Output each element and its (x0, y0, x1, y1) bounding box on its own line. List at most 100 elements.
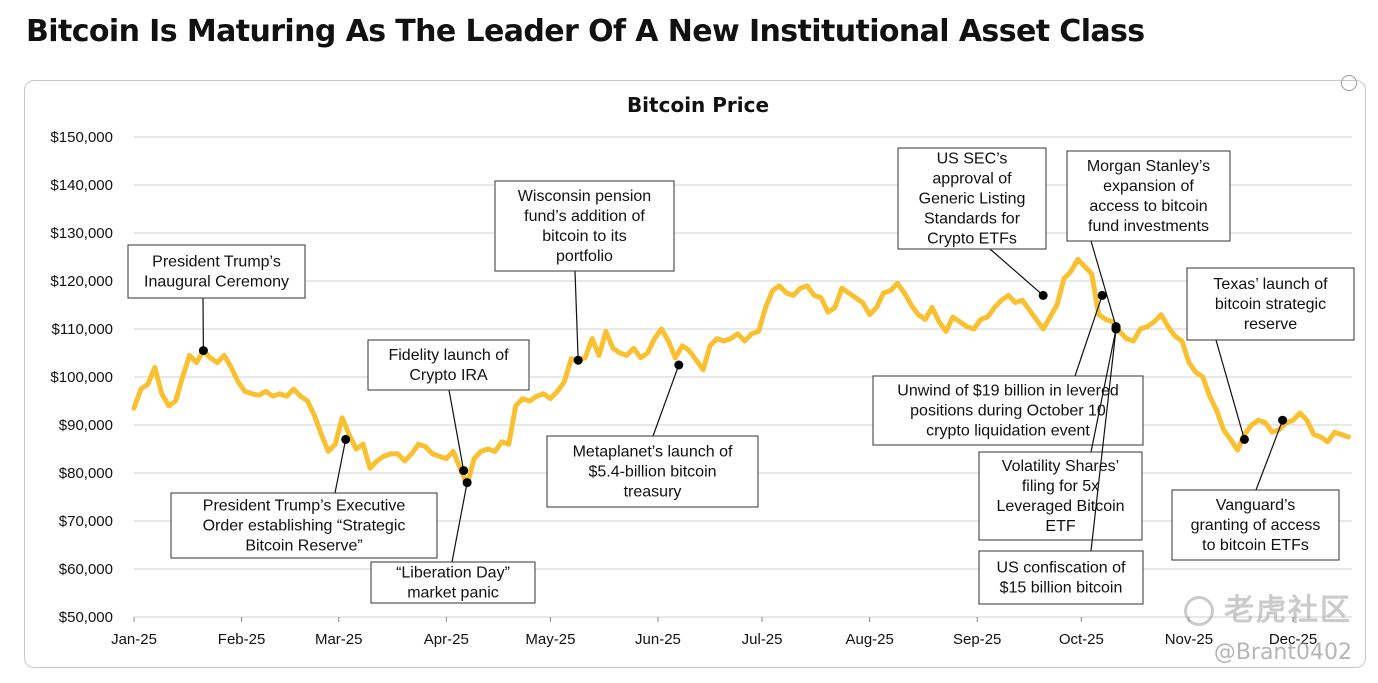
y-tick-label: $80,000 (59, 465, 113, 482)
chart-title: Bitcoin Price (627, 93, 769, 117)
annotation-label-line: Inaugural Ceremony (144, 274, 289, 291)
annotation-leader (1090, 328, 1117, 552)
annotation-label-line: Leveraged Bitcoin (996, 498, 1124, 515)
annotation-label-line: Order establishing “Strategic (203, 518, 406, 535)
annotation-leader (448, 389, 465, 471)
annotation-label: US confiscation of $15 billion bitcoin (997, 560, 1127, 597)
annotation-leader (451, 482, 468, 563)
price-series-line (131, 256, 1351, 488)
annotation-label-line: to bitcoin ETFs (1202, 537, 1309, 554)
annotation-box (494, 180, 675, 272)
x-tick-label: Jan-25 (111, 631, 157, 648)
annotation-box (367, 339, 530, 391)
y-tick-label: $100,000 (50, 369, 113, 386)
annotation-label-line: fund investments (1088, 218, 1209, 235)
annotation: Wisconsin pension fund’s addition of bitco… (494, 180, 675, 365)
annotation-leader (989, 248, 1044, 296)
annotation-leader (1215, 339, 1246, 440)
x-tick-label: Mar-25 (315, 631, 363, 648)
annotation-label-line: crypto liquidation event (926, 423, 1090, 440)
y-tick-label: $70,000 (59, 513, 113, 530)
annotation-box (978, 451, 1143, 541)
annotation-label-line: US SEC’s (937, 151, 1008, 168)
annotation: Unwind of $19 billion in levered position… (872, 290, 1144, 446)
annotation-label-line: market panic (407, 585, 499, 602)
annotation-label-line: Crypto ETFs (927, 231, 1017, 248)
annotation-label-line: approval of (932, 171, 1012, 188)
y-tick-label: $130,000 (50, 225, 113, 242)
annotation-layer: President Trump’s Inaugural CeremonyPresi… (127, 147, 1355, 605)
annotation: President Trump’s Inaugural Ceremony (127, 244, 306, 356)
y-tick-label: $120,000 (50, 273, 113, 290)
annotation: US confiscation of $15 billion bitcoin (978, 324, 1144, 605)
tiger-logo-icon (1184, 596, 1214, 626)
annotation-box (872, 375, 1144, 446)
annotation-label-line: reserve (1244, 316, 1297, 333)
annotation-box (170, 492, 438, 559)
annotation: President Trump’s Executive Order establi… (170, 434, 438, 559)
annotation-label-line: US confiscation of (997, 560, 1127, 577)
annotation-label-line: Metaplanet’s launch of (573, 444, 733, 461)
y-tick-label: $60,000 (59, 561, 113, 578)
annotation-label-line: President Trump’s (152, 254, 281, 271)
annotation-label: President Trump’s Inaugural Ceremony (144, 254, 289, 291)
annotation-marker (1111, 324, 1121, 334)
annotation-marker (198, 346, 208, 356)
annotation-leader (1074, 295, 1103, 377)
annotation-label-line: access to bitcoin (1089, 198, 1207, 215)
x-tick-label: Feb-25 (218, 631, 266, 648)
annotation-marker (459, 466, 469, 476)
annotation-label-line: $5.4-billion bitcoin (588, 464, 716, 481)
annotation-leader (652, 364, 680, 437)
annotation-box (1186, 267, 1355, 341)
annotation-label: Unwind of $19 billion in levered position… (897, 383, 1118, 440)
annotation-label-line: Morgan Stanley’s (1087, 158, 1210, 175)
annotation-label: Fidelity launch of Crypto IRA (388, 347, 509, 384)
annotation-label-line: $15 billion bitcoin (1000, 580, 1123, 597)
annotation-box (897, 147, 1047, 250)
x-tick-label: Aug-25 (845, 631, 893, 648)
annotation: Vanguard’s granting of access to bitcoin E… (1171, 415, 1340, 561)
x-tick-label: Jul-25 (742, 631, 783, 648)
x-tick-label: Apr-25 (424, 631, 469, 648)
annotation: Fidelity launch of Crypto IRA (367, 339, 530, 476)
annotation: Metaplanet’s launch of $5.4-billion bitco… (546, 360, 759, 508)
annotation-marker (1038, 290, 1048, 300)
y-tick-label: $90,000 (59, 417, 113, 434)
annotation-label: Texas’ launch of bitcoin strategic reserve (1213, 276, 1328, 333)
annotation-box (1066, 150, 1231, 242)
annotation-label-line: bitcoin to its (542, 228, 626, 245)
page-title: Bitcoin Is Maturing As The Leader Of A N… (26, 14, 1145, 49)
annotation-leader (1090, 328, 1117, 453)
line-layer (131, 256, 1351, 488)
annotation-leader (334, 439, 347, 494)
annotation-label-line: Volatility Shares’ (1002, 458, 1119, 475)
annotation-marker (573, 355, 583, 365)
annotation-leader (1255, 419, 1284, 491)
annotation-label: Volatility Shares’ filing for 5x Leveraged… (996, 458, 1124, 535)
annotation-label-line: ETF (1045, 518, 1075, 535)
watermark-logo: 老虎社区 (1184, 585, 1352, 629)
annotation-marker (462, 478, 472, 488)
annotation-label-line: treasury (624, 484, 682, 501)
annotation-label: Metaplanet’s launch of $5.4-billion bitco… (573, 444, 733, 501)
x-tick-label: Oct-25 (1059, 631, 1104, 648)
watermark-text: 老虎社区 (1224, 593, 1352, 628)
x-tick-label: Jun-25 (635, 631, 681, 648)
annotation-label-line: portfolio (556, 248, 613, 265)
annotation-box (978, 550, 1144, 605)
annotation-marker (1097, 290, 1107, 300)
annotation: Texas’ launch of bitcoin strategic reserve (1186, 267, 1355, 444)
annotation-label-line: granting of access (1191, 517, 1321, 534)
annotation-box (370, 561, 536, 604)
y-tick-label: $50,000 (59, 609, 113, 626)
annotation-label: Wisconsin pension fund’s addition of bitco… (518, 188, 651, 265)
annotation-label-line: fund’s addition of (524, 208, 645, 225)
annotation-marker (1239, 434, 1249, 444)
annotation-label-line: expansion of (1103, 178, 1194, 195)
annotation-label-line: Texas’ launch of (1213, 276, 1328, 293)
annotation-marker (1278, 415, 1288, 425)
y-tick-label: $150,000 (50, 129, 113, 146)
annotation-label-line: positions during October 10 (910, 403, 1106, 420)
annotation-label-line: Crypto IRA (409, 367, 488, 384)
